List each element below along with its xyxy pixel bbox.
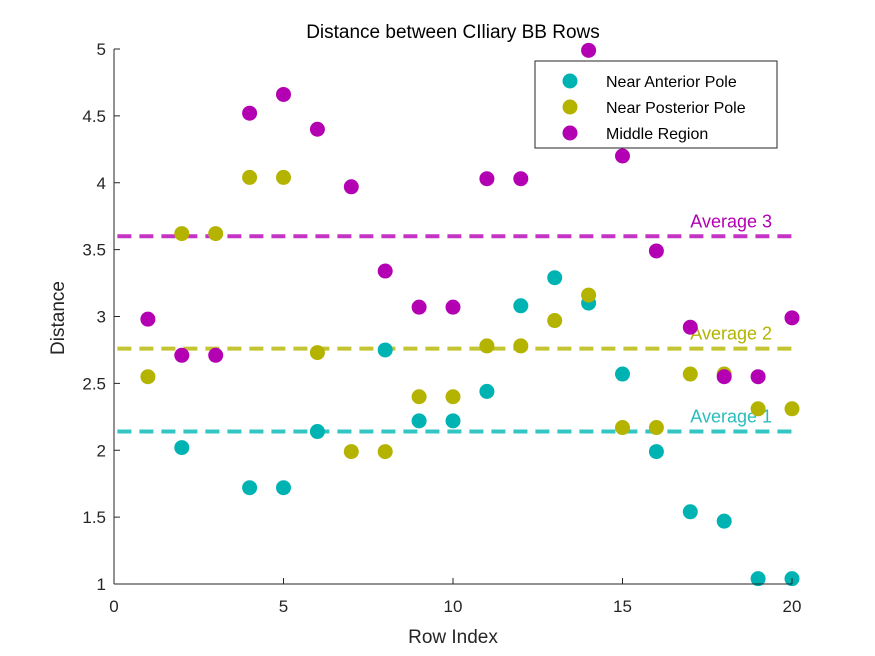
- point-series-3: [479, 171, 495, 187]
- point-series-2: [140, 369, 156, 385]
- x-tick-label: 20: [783, 597, 802, 616]
- point-series-1: [615, 366, 630, 382]
- legend: Near Anterior Pole Near Posterior Pole Mid…: [534, 60, 778, 149]
- point-series-2: [682, 366, 698, 382]
- point-series-3: [276, 86, 291, 102]
- y-tick-label: 4.5: [82, 107, 106, 126]
- point-series-2: [479, 338, 495, 354]
- y-tick-label: 5: [97, 40, 106, 59]
- point-series-2: [343, 444, 359, 460]
- y-tick-label: 1.5: [82, 508, 106, 527]
- point-series-2: [750, 401, 766, 417]
- y-tick-label: 2: [97, 441, 106, 460]
- point-series-3: [648, 243, 664, 259]
- point-series-1: [411, 413, 427, 429]
- point-series-2: [581, 287, 597, 303]
- point-series-2: [174, 226, 190, 242]
- point-series-1: [276, 480, 291, 496]
- point-series-3: [343, 179, 359, 195]
- y-tick-label: 3: [97, 308, 106, 327]
- point-series-2: [648, 420, 664, 436]
- legend-label-1: Near Anterior Pole: [606, 74, 737, 91]
- point-series-2: [784, 401, 800, 417]
- point-series-3: [208, 347, 224, 363]
- axes: 0 5 10 15 20 1 1.5 2 2.5 3 3.5 4 4.5 5: [82, 40, 801, 616]
- y-axis-label: Distance: [48, 281, 69, 355]
- point-series-3: [615, 148, 630, 164]
- point-series-3: [242, 105, 258, 121]
- y-tick-label: 4: [97, 174, 106, 193]
- point-series-1: [377, 342, 393, 358]
- x-tick-label: 5: [279, 597, 288, 616]
- point-series-2: [547, 313, 563, 329]
- legend-marker-3: [562, 125, 578, 141]
- point-series-2: [377, 444, 393, 460]
- point-series-2: [615, 420, 630, 436]
- y-tick-label: 3.5: [82, 241, 106, 260]
- point-series-1: [174, 440, 190, 456]
- point-series-2: [445, 389, 461, 405]
- point-series-2: [309, 345, 325, 361]
- point-series-1: [513, 298, 529, 314]
- point-series-3: [140, 311, 156, 327]
- point-series-2: [242, 169, 258, 185]
- point-series-2: [513, 338, 529, 354]
- y-tick-label: 1: [97, 575, 106, 594]
- chart-title: Distance between CIliary BB Rows: [306, 22, 600, 43]
- data-points: [140, 42, 800, 587]
- average-label-3: Average 3: [690, 211, 772, 231]
- legend-marker-1: [562, 73, 578, 89]
- point-series-1: [479, 383, 495, 399]
- point-series-1: [309, 424, 325, 440]
- point-series-3: [445, 299, 461, 315]
- point-series-3: [750, 369, 766, 385]
- x-tick-label: 10: [444, 597, 463, 616]
- point-series-1: [445, 413, 461, 429]
- point-series-3: [716, 369, 732, 385]
- point-series-3: [784, 310, 800, 326]
- x-tick-label: 15: [613, 597, 632, 616]
- point-series-3: [411, 299, 427, 315]
- point-series-2: [411, 389, 427, 405]
- point-series-3: [682, 319, 698, 335]
- x-axis-label: Row Index: [408, 627, 498, 648]
- legend-label-3: Middle Region: [606, 126, 708, 143]
- legend-marker-2: [562, 99, 578, 115]
- legend-label-2: Near Posterior Pole: [606, 100, 746, 117]
- y-tick-label: 2.5: [82, 374, 106, 393]
- point-series-1: [716, 513, 732, 529]
- point-series-2: [208, 226, 224, 242]
- point-series-3: [513, 171, 529, 187]
- point-series-3: [581, 42, 597, 58]
- point-series-1: [750, 571, 766, 587]
- x-tick-label: 0: [109, 597, 118, 616]
- point-series-2: [276, 169, 291, 185]
- point-series-1: [648, 444, 664, 460]
- point-series-3: [377, 263, 393, 279]
- point-series-1: [242, 480, 258, 496]
- point-series-1: [547, 270, 563, 286]
- point-series-1: [682, 504, 698, 520]
- average-label-2: Average 2: [690, 324, 772, 344]
- point-series-3: [174, 347, 190, 363]
- point-series-3: [309, 121, 325, 137]
